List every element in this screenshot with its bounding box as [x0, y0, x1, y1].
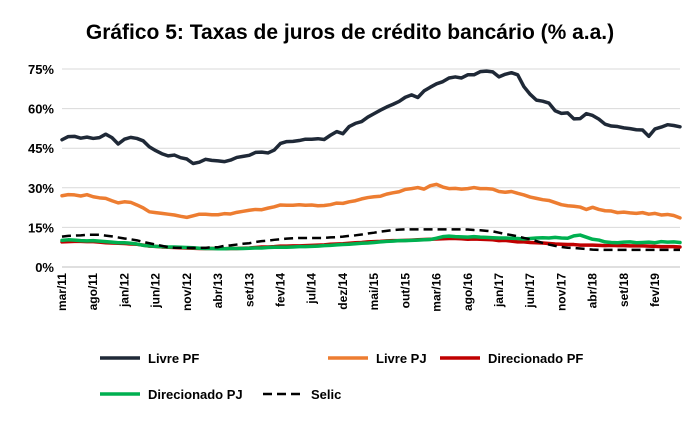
series-lines — [60, 69, 682, 252]
legend-entry-direcionado-pj: Direcionado PJ — [100, 387, 243, 402]
series-line-selic — [61, 228, 680, 252]
x-tick-label: jan/17 — [492, 273, 506, 308]
x-tick-label: set/18 — [617, 273, 631, 307]
x-tick-label: abr/13 — [211, 273, 225, 309]
y-tick-label: 15% — [28, 220, 54, 235]
x-tick-label: fev/14 — [273, 273, 287, 307]
y-tick-label: 30% — [28, 181, 54, 196]
grid-lines — [62, 68, 680, 228]
x-tick-label: set/13 — [242, 273, 256, 307]
legend-entry-livre-pf: Livre PF — [100, 351, 199, 366]
legend-label: Direcionado PF — [488, 351, 583, 366]
x-tick-label: nov/12 — [180, 273, 194, 311]
y-tick-label: 60% — [28, 102, 54, 117]
x-tick-label: ago/16 — [461, 273, 475, 311]
x-tick-label: jun/17 — [523, 273, 537, 309]
x-tick-label: ago/11 — [86, 273, 100, 311]
x-tick-label: mai/15 — [367, 273, 381, 311]
y-tick-label: 0% — [35, 260, 54, 275]
legend-entry-direcionado-pf: Direcionado PF — [440, 351, 583, 366]
x-tick-label: out/15 — [398, 273, 412, 309]
series-line-livre-pf — [60, 69, 682, 166]
y-tick-label: 45% — [28, 141, 54, 156]
x-tick-label: abr/18 — [586, 273, 600, 309]
legend-label: Livre PF — [148, 351, 199, 366]
x-tick-label: jan/12 — [117, 273, 131, 308]
legend-label: Livre PJ — [376, 351, 427, 366]
x-tick-label: nov/17 — [554, 273, 568, 311]
series-line-livre-pj — [60, 182, 682, 220]
y-axis-tick-labels: 0% 15% 30% 45% 60% 75% — [28, 62, 54, 275]
legend-entry-livre-pj: Livre PJ — [328, 351, 427, 366]
legend-label: Direcionado PJ — [148, 387, 243, 402]
x-tick-label: mar/16 — [430, 273, 444, 312]
x-tick-label: jul/14 — [305, 273, 319, 305]
chart-title: Gráfico 5: Taxas de juros de crédito ban… — [86, 21, 614, 44]
x-tick-label: jun/12 — [149, 273, 163, 309]
x-tick-label: fev/19 — [648, 273, 662, 307]
x-axis-tick-labels: mar/11 ago/11 jan/12 jun/12 nov/12 abr/13 set/… — [55, 273, 662, 312]
y-tick-label: 75% — [28, 62, 54, 77]
legend: Livre PF Livre PJ Direcionado PF Direcionad… — [100, 351, 583, 402]
x-tick-label: dez/14 — [336, 273, 350, 310]
legend-entry-selic: Selic — [263, 387, 341, 402]
legend-label: Selic — [311, 387, 341, 402]
x-tick-label: mar/11 — [55, 273, 69, 311]
